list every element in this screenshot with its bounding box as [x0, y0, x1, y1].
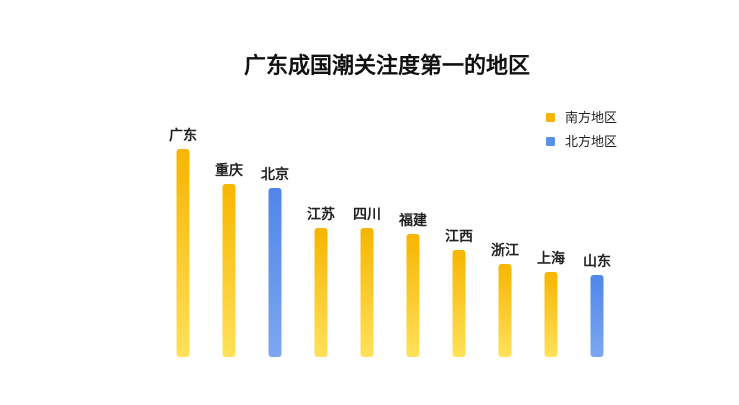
chart-title: 广东成国潮关注度第一的地区	[244, 53, 530, 79]
bar-label-8: 浙江	[491, 242, 519, 259]
legend-swatch-north	[546, 137, 555, 146]
bar-label-2: 重庆	[215, 162, 243, 179]
bar-label-5: 四川	[353, 207, 381, 223]
bar-1	[176, 149, 190, 357]
bar-label-7: 江西	[445, 228, 473, 245]
bar-9	[544, 272, 558, 357]
legend: 南方地区 北方地区	[546, 110, 617, 150]
bar-label-1: 广东	[169, 127, 197, 144]
bar-2	[222, 184, 236, 357]
bars-group	[176, 149, 604, 357]
bar-4	[314, 228, 328, 357]
bar-label-6: 福建	[398, 212, 427, 229]
bar-10	[590, 275, 604, 357]
bar-label-4: 江苏	[307, 206, 335, 223]
bar-label-3: 北京	[261, 166, 289, 183]
bar-5	[360, 228, 374, 357]
legend-label-south: 南方地区	[565, 110, 617, 126]
bar-label-9: 上海	[537, 250, 565, 267]
legend-label-north: 北方地区	[565, 134, 617, 150]
bar-7	[452, 250, 466, 357]
legend-swatch-south	[546, 113, 555, 122]
bar-label-10: 山东	[583, 253, 611, 270]
bar-3	[268, 188, 282, 357]
bar-6	[406, 234, 420, 357]
bar-8	[498, 264, 512, 357]
